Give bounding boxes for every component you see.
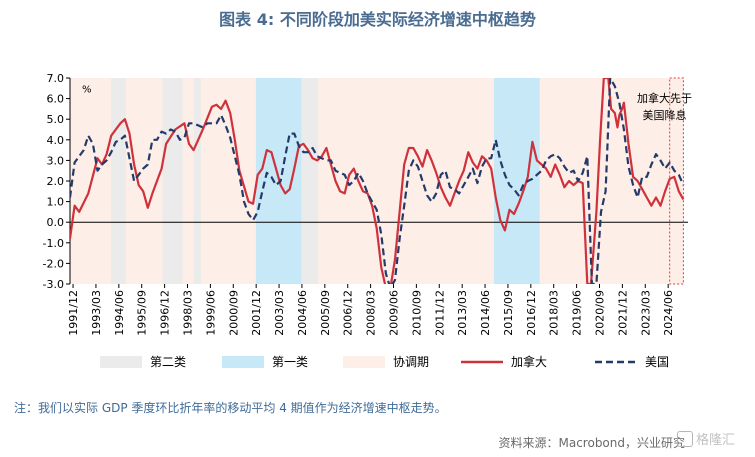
band-phase2: [162, 78, 183, 284]
x-tick-label: 2014/06: [479, 290, 492, 336]
source-text: 资料来源：Macrobond，兴业研究: [498, 436, 686, 450]
x-tick-label: 2009/06: [387, 290, 400, 336]
band-phase1: [493, 78, 540, 284]
x-tick-label: 2006/12: [342, 290, 355, 336]
annotation-box: [669, 77, 684, 285]
band-phase2: [111, 78, 126, 284]
x-tick-label: 2010/09: [410, 290, 423, 336]
y-tick-label: 5.0: [47, 113, 65, 126]
legend-label-phase2: 第二类: [150, 355, 186, 369]
x-tick-label: 2001/12: [250, 290, 263, 336]
x-tick-label: 1993/03: [90, 290, 103, 336]
legend-label-coord: 协调期: [393, 354, 429, 369]
legend-label-phase1: 第一类: [272, 355, 308, 369]
chart-note: 注：我们以实际 GDP 季度环比折年率的移动平均 4 期值作为经济增速中枢走势。: [14, 401, 447, 415]
legend-label-us: 美国: [645, 355, 669, 369]
x-tick-label: 1995/09: [136, 290, 149, 336]
y-unit-label: %: [82, 84, 92, 95]
legend: 第二类 第一类 协调期 加拿大 美国: [100, 354, 669, 369]
legend-swatch-phase1: [222, 356, 264, 368]
x-tick-label: 2016/12: [525, 290, 538, 336]
y-tick-label: -1.0: [43, 237, 64, 250]
legend-swatch-coord: [343, 356, 385, 368]
chart-svg: 7.0 6.0 5.0 4.0 3.0 2.0 1.0 0.0 -1.0 -2.0 -3.0% 199…: [43, 72, 693, 369]
x-tick-label: 2024/06: [662, 290, 675, 336]
x-tick-label: 2011/12: [433, 290, 446, 336]
x-tick-label: 2020/09: [593, 290, 606, 336]
chart-title: 图表 4: 不同阶段加美实际经济增速中枢趋势: [219, 10, 536, 29]
watermark: 格隆汇: [677, 428, 747, 450]
annotation-text-line1: 加拿大先于: [637, 91, 692, 105]
x-tick-label: 2018/03: [548, 290, 561, 336]
legend-label-canada: 加拿大: [511, 354, 547, 369]
x-tick-label: 1991/12: [67, 290, 80, 336]
x-tick-label: 1996/12: [159, 290, 172, 336]
y-tick-label: 0.0: [47, 216, 65, 229]
x-tick-label: 2000/09: [227, 290, 240, 336]
series-line-us: [70, 78, 685, 284]
x-tick-label: 1998/03: [181, 290, 194, 336]
y-tick-label: 6.0: [47, 93, 65, 106]
series-lines: [70, 78, 685, 284]
band-phase2: [193, 78, 201, 284]
band-phase2: [301, 78, 319, 284]
x-tick-label: 2015/09: [502, 290, 515, 336]
series-line-canada: [70, 78, 685, 284]
y-tick-label: 2.0: [47, 175, 65, 188]
x-tick-label: 2005/09: [319, 290, 332, 336]
y-tick-label: -2.0: [43, 257, 64, 270]
x-tick-label: 2003/03: [273, 290, 286, 336]
x-tick-label: 2021/12: [616, 290, 629, 336]
x-tick-label: 2008/03: [365, 290, 378, 336]
y-tick-label: 4.0: [47, 134, 65, 147]
y-tick-label: 1.0: [47, 196, 65, 209]
y-tick-label: 3.0: [47, 154, 65, 167]
annotation-text-line2: 美国降息: [643, 108, 687, 122]
x-tick-label: 2023/03: [639, 290, 652, 336]
x-tick-label: 2004/06: [296, 290, 309, 336]
legend-swatch-phase2: [100, 356, 142, 368]
x-tick-label: 1994/06: [113, 290, 126, 336]
watermark-logo-icon: [677, 430, 693, 447]
x-tick-label: 2013/03: [456, 290, 469, 336]
y-tick-label: 7.0: [47, 72, 65, 85]
y-tick-label: -3.0: [43, 278, 64, 291]
x-tick-label: 1999/06: [204, 290, 217, 336]
x-tick-label: 2019/06: [571, 290, 584, 336]
watermark-text: 格隆汇: [696, 433, 736, 448]
